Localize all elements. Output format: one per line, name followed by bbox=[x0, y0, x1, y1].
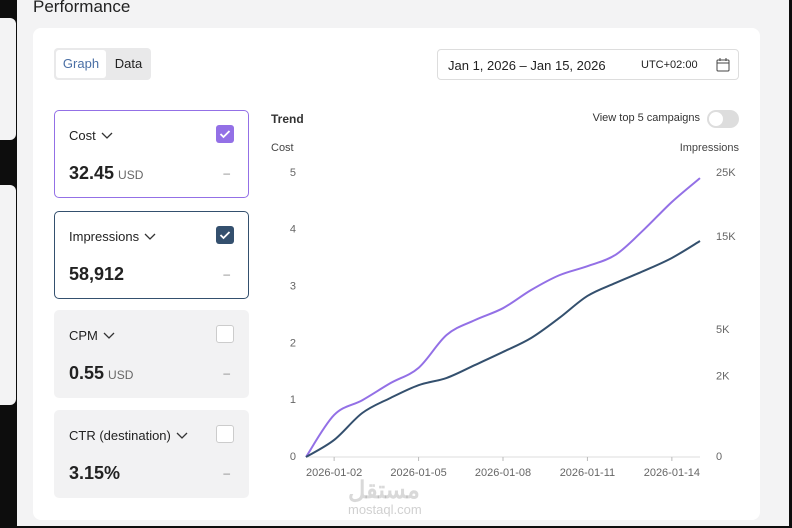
side-panel bbox=[0, 185, 16, 405]
chart-title: Trend bbox=[271, 112, 304, 126]
metric-card[interactable]: CPM 0.55 USD – bbox=[54, 310, 249, 398]
x-tick-label: 2026-01-02 bbox=[306, 467, 362, 479]
y2-tick-label: 2K bbox=[716, 371, 730, 383]
x-tick-label: 2026-01-08 bbox=[475, 467, 531, 479]
metric-value: 58,912 bbox=[69, 264, 125, 284]
series-line bbox=[305, 177, 701, 458]
metric-label-row: CPM bbox=[69, 328, 115, 343]
metric-value-row: 58,912 bbox=[69, 264, 124, 285]
y-tick-label: 4 bbox=[290, 224, 296, 236]
y-tick-label: 2 bbox=[290, 337, 296, 349]
y2-tick-label: 5K bbox=[716, 324, 730, 336]
metric-label-row: Impressions bbox=[69, 229, 156, 244]
metric-label: CPM bbox=[69, 328, 98, 343]
y-tick-label: 5 bbox=[290, 167, 296, 179]
timezone: UTC+02:00 bbox=[641, 59, 698, 71]
y-tick-label: 3 bbox=[290, 281, 296, 293]
metric-card[interactable]: Cost 32.45 USD – bbox=[54, 110, 249, 198]
chevron bbox=[96, 128, 113, 143]
metric-label: CTR (destination) bbox=[69, 428, 171, 443]
side-panel bbox=[0, 18, 16, 140]
x-tick-label: 2026-01-05 bbox=[390, 467, 446, 479]
metric-change: – bbox=[223, 267, 230, 281]
watermark-site: mostaql.com bbox=[348, 502, 422, 517]
metric-change: – bbox=[223, 366, 230, 380]
calendar-icon bbox=[716, 58, 730, 72]
tab[interactable]: Graph bbox=[56, 50, 106, 78]
metric-change: – bbox=[223, 466, 230, 480]
checkbox[interactable] bbox=[216, 125, 234, 143]
metric-value-row: 3.15% bbox=[69, 463, 120, 484]
y2-tick-label: 0 bbox=[716, 451, 722, 463]
metric-unit: USD bbox=[108, 368, 134, 382]
toggle-knob bbox=[709, 112, 723, 126]
toggle[interactable] bbox=[707, 110, 739, 128]
y-tick-label: 0 bbox=[290, 451, 296, 463]
y2-tick-label: 15K bbox=[716, 231, 736, 243]
y-tick-label: 1 bbox=[290, 394, 296, 406]
checkbox[interactable] bbox=[216, 425, 234, 443]
y-axis-title: Cost bbox=[271, 142, 294, 154]
tab-group: Graph Data bbox=[54, 48, 151, 80]
metric-value: 0.55 bbox=[69, 363, 105, 383]
metric-label: Cost bbox=[69, 128, 96, 143]
x-tick-label: 2026-01-14 bbox=[644, 467, 700, 479]
metric-value: 32.45 bbox=[69, 163, 115, 183]
checkbox[interactable] bbox=[216, 226, 234, 244]
chevron bbox=[98, 328, 115, 343]
metric-label-row: Cost bbox=[69, 128, 113, 143]
metric-change: – bbox=[223, 166, 230, 180]
metric-value-row: 0.55 USD bbox=[69, 363, 133, 384]
y2-axis-title: Impressions bbox=[679, 142, 739, 154]
page-title: Performance bbox=[33, 0, 131, 16]
x-tick-label: 2026-01-11 bbox=[560, 467, 615, 479]
chevron bbox=[139, 229, 156, 244]
chevron bbox=[171, 428, 188, 443]
series-line bbox=[305, 240, 701, 458]
metric-label: Impressions bbox=[69, 229, 140, 244]
y2-tick-label: 25K bbox=[716, 167, 736, 179]
metric-card[interactable]: Impressions 58,912 – bbox=[54, 211, 249, 299]
tab[interactable]: Data bbox=[114, 56, 143, 71]
metric-unit: USD bbox=[118, 168, 144, 182]
metric-card[interactable]: CTR (destination) 3.15% – bbox=[54, 410, 249, 498]
toggle-label: View top 5 campaigns bbox=[592, 112, 700, 124]
date-range: Jan 1, 2026 – Jan 15, 2026 bbox=[448, 58, 606, 73]
metric-value-row: 32.45 USD bbox=[69, 163, 143, 184]
checkbox[interactable] bbox=[216, 325, 234, 343]
watermark-logo: مستقل bbox=[348, 477, 420, 504]
date-picker[interactable]: Jan 1, 2026 – Jan 15, 2026 UTC+02:00 bbox=[437, 49, 739, 80]
metric-label-row: CTR (destination) bbox=[69, 428, 188, 443]
metric-value: 3.15% bbox=[69, 463, 121, 483]
